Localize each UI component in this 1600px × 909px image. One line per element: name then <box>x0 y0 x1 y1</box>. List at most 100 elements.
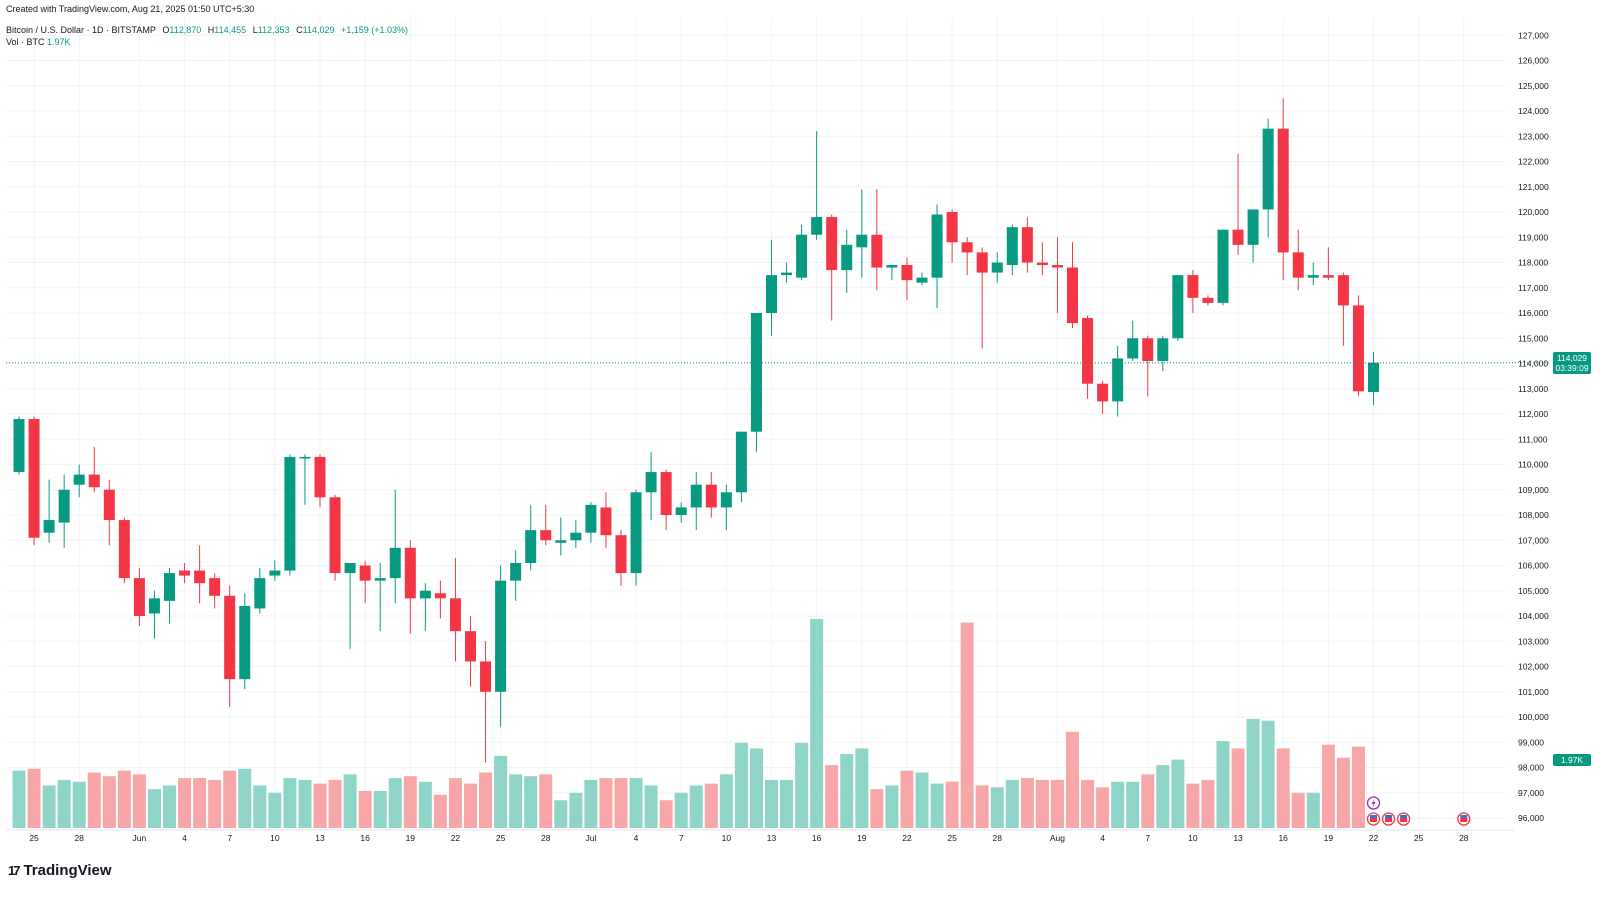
candle <box>179 562 191 584</box>
time-axis-label: 13 <box>315 833 325 843</box>
volume-bar <box>72 781 86 828</box>
candle-body <box>826 217 838 271</box>
candle-body <box>1352 305 1364 392</box>
candle-body <box>1112 358 1124 402</box>
price-axis-label: 108,000 <box>1518 510 1549 520</box>
volume-bar <box>644 785 658 828</box>
candle <box>434 580 446 619</box>
time-axis-label: 16 <box>360 833 370 843</box>
candle <box>946 209 958 263</box>
volume-bar <box>960 622 974 828</box>
candle-body <box>1292 252 1304 278</box>
time-axis-label: 13 <box>767 833 777 843</box>
candle-body <box>886 265 898 268</box>
candle-body <box>1127 338 1139 359</box>
volume-bar <box>930 783 944 828</box>
volume-bar <box>1171 759 1185 828</box>
candle-body <box>209 578 221 596</box>
candle <box>495 565 507 728</box>
candle <box>329 494 341 581</box>
candle <box>1368 352 1379 406</box>
candle-body <box>931 214 943 278</box>
time-axis-label: 7 <box>679 833 684 843</box>
price-axis-label: 110,000 <box>1518 460 1548 470</box>
volume-bar <box>178 778 192 828</box>
high-value: 114,455 <box>214 25 247 35</box>
candle-body <box>1142 338 1154 361</box>
candle-body <box>1322 275 1334 278</box>
candle <box>510 550 522 601</box>
time-axis-label: 28 <box>993 833 1003 843</box>
volume-label[interactable]: Vol · BTC <box>6 37 45 47</box>
candle <box>1112 345 1124 417</box>
price-axis-label: 107,000 <box>1518 535 1549 545</box>
candle <box>1127 320 1139 361</box>
candle-body <box>194 570 206 584</box>
price-axis-label: 122,000 <box>1518 157 1549 167</box>
volume-bar <box>1246 718 1260 828</box>
tradingview-logo[interactable]: 17 TradingView <box>8 862 112 879</box>
candle-body <box>118 520 130 579</box>
time-axis-label: 25 <box>947 833 957 843</box>
price-axis-label: 111,000 <box>1518 434 1548 444</box>
open-label: O <box>162 25 170 35</box>
volume-bar <box>704 783 718 828</box>
candle-body <box>645 472 657 493</box>
candle-body <box>374 578 386 581</box>
candle-body <box>148 598 160 614</box>
candle <box>73 464 85 498</box>
price-axis-label: 97,000 <box>1518 788 1544 798</box>
price-axis-label: 121,000 <box>1518 182 1549 192</box>
grid-lines <box>6 18 1506 828</box>
candle <box>615 530 627 586</box>
candle-body <box>239 605 251 680</box>
volume-bar <box>1216 741 1230 828</box>
volume-bar <box>1336 757 1350 828</box>
volume-bar <box>1156 765 1170 828</box>
tradingview-logo-icon: 17 <box>8 863 21 878</box>
candle-body <box>284 456 296 571</box>
candle <box>781 262 793 283</box>
volume-bar <box>147 789 161 828</box>
candle-body <box>1067 267 1078 324</box>
candle-body <box>1307 275 1319 278</box>
time-axis-label: 7 <box>1145 833 1150 843</box>
candle-body <box>811 217 823 235</box>
candle <box>1277 98 1289 281</box>
candle-body <box>510 562 522 581</box>
volume-bar <box>12 770 26 828</box>
volume-bar <box>795 742 809 828</box>
price-axis-label: 98,000 <box>1518 763 1544 773</box>
price-axis-label: 100,000 <box>1518 712 1549 722</box>
candle <box>133 568 145 627</box>
volume-bar <box>27 768 41 828</box>
candle-body <box>1247 209 1259 245</box>
time-axis-label: 22 <box>451 833 461 843</box>
time-axis: 25 28 Jun 4 7 10 13 16 19 22 25 28 Jul 4 7 10 13 16 19 22 25… <box>29 833 1468 843</box>
volume-bar <box>388 778 402 828</box>
candle <box>1097 381 1109 414</box>
candle-body <box>495 580 507 692</box>
price-axis-label: 114,000 <box>1518 359 1548 369</box>
price-axis-label: 109,000 <box>1518 485 1549 495</box>
bar-countdown: 03:39:09 <box>1555 362 1589 373</box>
volume-bar <box>1005 779 1019 828</box>
time-axis-label: 4 <box>1100 833 1105 843</box>
price-axis: 96,000 97,000 98,000 99,000 100,000 101,000 10… <box>1518 30 1549 823</box>
symbol-title[interactable]: Bitcoin / U.S. Dollar · 1D · BITSTAMP <box>6 25 156 35</box>
time-axis-label: 10 <box>270 833 280 843</box>
candle <box>164 568 175 624</box>
volume-bar <box>689 785 703 828</box>
price-axis-label: 112,000 <box>1518 409 1548 419</box>
volume-bar <box>810 618 824 828</box>
candle <box>88 446 100 493</box>
candles <box>13 98 1379 763</box>
price-axis-label: 126,000 <box>1518 56 1549 66</box>
time-axis-label: Jun <box>133 833 147 843</box>
flag-icon <box>1460 815 1468 818</box>
volume-bar <box>117 770 131 828</box>
volume-bar <box>87 772 101 828</box>
candle <box>480 641 492 763</box>
candle-body <box>585 504 597 533</box>
